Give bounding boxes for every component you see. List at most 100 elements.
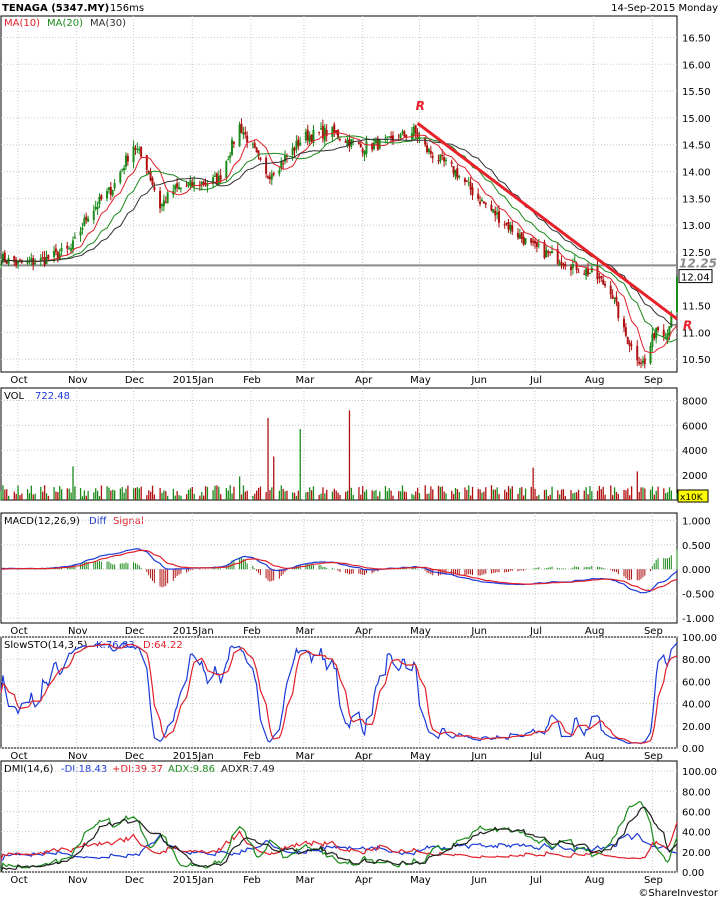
volume-bar [443, 491, 445, 500]
candle-body [251, 143, 254, 145]
volume-bar [570, 490, 572, 500]
candle-body [456, 167, 459, 179]
candle-body [427, 148, 430, 153]
candle-body [569, 266, 572, 270]
candle-body [151, 178, 154, 185]
candle-body [189, 180, 192, 186]
volume-bar [583, 490, 585, 500]
candle-body [573, 260, 576, 263]
volume-label: VOL [4, 391, 25, 402]
volume-bar [185, 494, 188, 500]
volume-bar [339, 494, 341, 500]
candle-body [496, 212, 499, 215]
volume-bar [28, 493, 31, 500]
volume-bar [375, 489, 377, 500]
candle-body [641, 360, 644, 363]
volume-bar [125, 488, 127, 500]
candle-body [145, 155, 148, 171]
volume-bar [441, 486, 443, 500]
volume-bar [53, 487, 55, 500]
volume-bar [496, 487, 498, 500]
candle-body [611, 295, 614, 299]
candle-body [441, 155, 444, 157]
volume-bar [284, 491, 286, 500]
candle-body [585, 268, 588, 277]
volume-bar [286, 490, 288, 500]
x-tick-label: Jun [470, 751, 487, 762]
volume-bar [649, 489, 652, 500]
volume-bar [625, 490, 627, 500]
candle-body [242, 132, 245, 135]
x-tick-label: Sep [644, 875, 663, 886]
volume-bar [428, 493, 430, 500]
y-tick-label: 8000 [682, 396, 707, 407]
candle-body [609, 285, 612, 295]
panel-frame-dmi [0, 760, 678, 873]
stochastic-k-line [0, 642, 678, 745]
candle-body [291, 147, 294, 155]
candle-body [310, 134, 313, 141]
volume-bar [388, 488, 390, 500]
volume-bar [32, 494, 34, 500]
volume-bar [557, 490, 559, 500]
volume-bar [492, 489, 495, 500]
volume-bar [30, 485, 32, 500]
volume-bar [430, 486, 432, 500]
volume-bar [6, 489, 8, 500]
volume-bar [218, 486, 220, 500]
candle-body [361, 148, 364, 153]
candle-body [56, 252, 59, 260]
candle-body [92, 210, 95, 220]
x-tick-label: Oct [10, 375, 27, 386]
x-tick-label: Oct [10, 875, 27, 886]
x-tick-label: Dec [125, 751, 144, 762]
candle-body [560, 261, 563, 265]
x-tick-label: Apr [355, 375, 373, 386]
x-tick-label: Jul [529, 875, 542, 886]
y-tick-label: 12.50 [682, 248, 711, 259]
volume-bar [83, 490, 86, 500]
candle-body [70, 248, 73, 251]
volume-bar [470, 495, 472, 500]
candle-body [359, 143, 362, 148]
candle-body [232, 141, 235, 144]
volume-bar [108, 487, 110, 500]
volume-bar [149, 491, 152, 500]
volume-bar [591, 491, 593, 500]
dmi-label: DMI(14,6) [4, 764, 53, 775]
candle-body [83, 218, 86, 226]
candle-body [153, 187, 156, 191]
stochastic-k-legend: K:76.83 [96, 640, 135, 651]
macd-label: MACD(12,26,9) [4, 516, 80, 527]
volume-bar [121, 486, 123, 500]
candle-body [503, 224, 506, 226]
panel-frame-sto [0, 636, 678, 749]
volume-bar [505, 492, 508, 500]
volume-bar [206, 486, 209, 500]
candle-body [492, 209, 495, 213]
y-tick-label: 0.500 [682, 541, 711, 552]
volume-bar [411, 493, 413, 500]
volume-bar [269, 490, 271, 500]
credit-text: ©ShareInvestor [638, 888, 718, 899]
volume-bar [134, 487, 137, 500]
candle-body [266, 176, 269, 178]
candle-body [270, 174, 273, 180]
volume-bar [151, 485, 154, 500]
candle-body [202, 181, 205, 185]
x-tick-label: Mar [296, 626, 316, 637]
candle-body [253, 143, 256, 149]
volume-bar [524, 488, 527, 500]
candle-body [134, 147, 137, 150]
candle-body [505, 222, 508, 224]
volume-bar [42, 491, 44, 500]
candle-body [424, 137, 427, 145]
y-tick-label: 60.00 [682, 807, 711, 818]
volume-bar [377, 496, 379, 500]
volume-bar [371, 490, 373, 500]
candle-body [346, 139, 349, 146]
candle-body [200, 181, 203, 185]
volume-bar [165, 491, 167, 500]
candle-body [240, 123, 243, 134]
volume-bar [72, 466, 74, 500]
